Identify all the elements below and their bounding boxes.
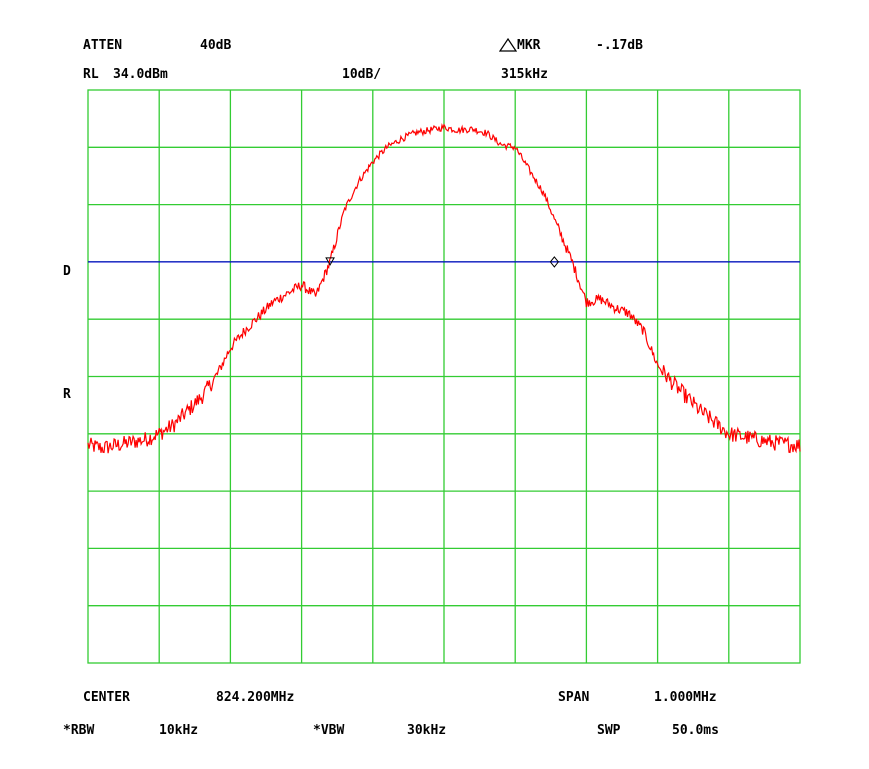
markers xyxy=(325,256,560,268)
span-label: SPAN xyxy=(558,690,590,705)
atten-label: ATTEN xyxy=(83,38,123,53)
mkr-value: -.17dB xyxy=(596,38,643,53)
delta-marker-icon xyxy=(549,256,560,268)
reference-marker-icon xyxy=(325,257,335,266)
rbw-label: *RBW xyxy=(63,723,95,738)
spectrum-trace xyxy=(87,122,801,454)
span-value: 1.000MHz xyxy=(654,690,717,705)
display-line-indicator: D xyxy=(63,264,71,279)
scale-value: 10dB/ xyxy=(342,67,382,82)
vbw-value: 30kHz xyxy=(407,723,447,738)
center-value: 824.200MHz xyxy=(216,690,295,705)
graticule-grid xyxy=(88,90,800,663)
rl-label: RL xyxy=(83,67,99,82)
vbw-label: *VBW xyxy=(313,723,345,738)
atten-value: 40dB xyxy=(200,38,232,53)
marker-frequency: 315kHz xyxy=(501,67,548,82)
reference-indicator: R xyxy=(63,387,71,402)
sweep-value: 50.0ms xyxy=(672,723,719,738)
delta-icon xyxy=(499,38,517,52)
mkr-label: MKR xyxy=(517,38,541,53)
sweep-label: SWP xyxy=(597,723,621,738)
rl-value: 34.0dBm xyxy=(113,67,168,82)
center-label: CENTER xyxy=(83,690,130,705)
rbw-value: 10kHz xyxy=(159,723,199,738)
